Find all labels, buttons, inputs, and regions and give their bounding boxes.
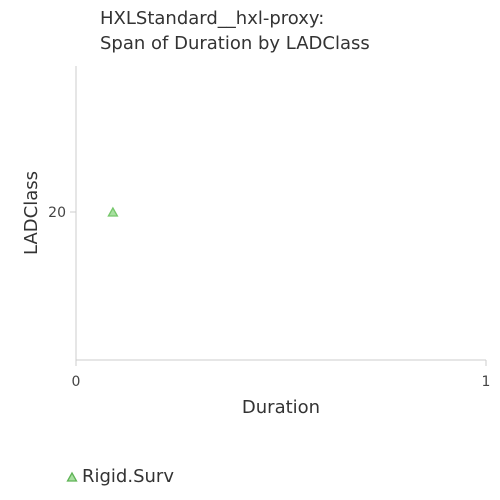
legend-item-label: Rigid.Surv [82, 466, 174, 487]
y-axis-ticks: 20 [48, 205, 76, 221]
legend: Rigid.Surv [66, 466, 174, 487]
y-tick-label: 20 [48, 205, 66, 221]
chart-title-line-1: HXLStandard__hxl-proxy: [100, 8, 325, 29]
legend-triangle-icon [66, 471, 78, 482]
data-point-triangle [107, 206, 119, 217]
x-tick-label: 0 [72, 374, 81, 390]
data-points [107, 206, 119, 217]
x-axis-title: Duration [242, 397, 320, 418]
x-tick-label: 1 [482, 374, 491, 390]
y-axis-title: LADClass [21, 171, 42, 255]
chart-title-line-2: Span of Duration by LADClass [100, 33, 370, 54]
